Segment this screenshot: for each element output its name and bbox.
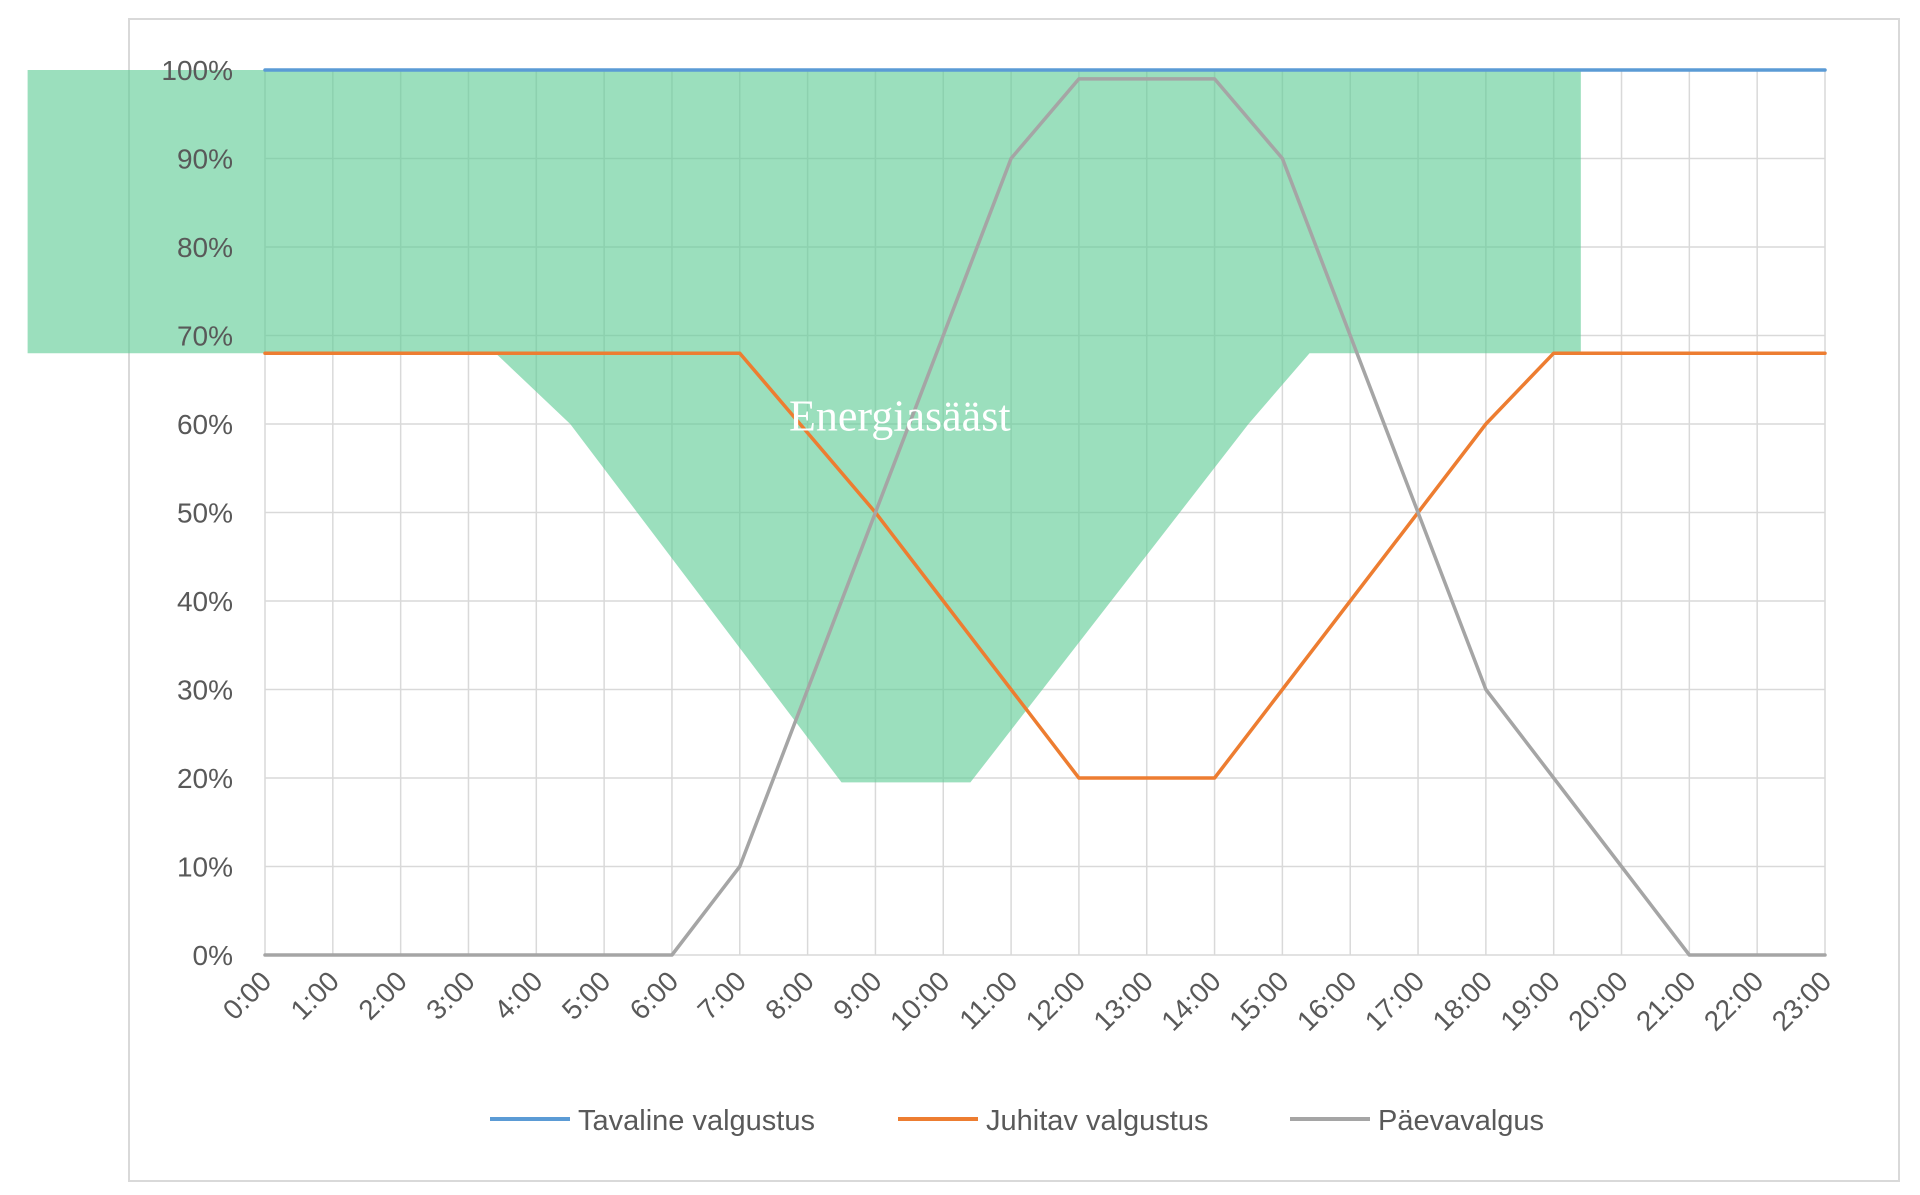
x-tick-label: 4:00 <box>488 965 548 1025</box>
x-tick-label: 2:00 <box>352 965 412 1025</box>
x-tick-label: 13:00 <box>1088 965 1159 1036</box>
y-tick-label: 40% <box>177 586 233 617</box>
x-tick-label: 5:00 <box>556 965 616 1025</box>
y-tick-label: 70% <box>177 321 233 352</box>
x-tick-label: 3:00 <box>420 965 480 1025</box>
x-tick-label: 15:00 <box>1223 965 1294 1036</box>
x-tick-label: 20:00 <box>1562 965 1633 1036</box>
x-tick-label: 8:00 <box>759 965 819 1025</box>
x-tick-label: 6:00 <box>624 965 684 1025</box>
legend-entry-label: Päevavalgus <box>1378 1105 1544 1137</box>
x-tick-label: 14:00 <box>1155 965 1226 1036</box>
x-tick-label: 18:00 <box>1427 965 1498 1036</box>
x-axis-ticks: 0:00 1:00 2:00 3:00 4:00 5:00 6:00 7:00 8:00 9:00… <box>217 965 1837 1036</box>
legend-entry-label: Tavaline valgustus <box>578 1105 815 1137</box>
x-tick-label: 16:00 <box>1291 965 1362 1036</box>
x-tick-label: 9:00 <box>827 965 887 1025</box>
x-tick-label: 19:00 <box>1494 965 1565 1036</box>
y-tick-label: 20% <box>177 763 233 794</box>
x-tick-label: 0:00 <box>217 965 277 1025</box>
y-axis-ticks: 0% 10% 20% 30% 40% 50% 60% 70% 80% 90% 100% <box>161 55 233 971</box>
x-tick-label: 1:00 <box>285 965 345 1025</box>
annotation-text: Energiasääst <box>789 392 1011 441</box>
y-tick-label: 100% <box>161 55 233 86</box>
y-tick-label: 30% <box>177 675 233 706</box>
y-tick-label: 50% <box>177 498 233 529</box>
series-line-päevavalgus <box>263 77 1827 957</box>
y-tick-label: 60% <box>177 409 233 440</box>
y-tick-label: 0% <box>193 940 233 971</box>
series-lines <box>263 68 1827 957</box>
x-tick-label: 23:00 <box>1766 965 1837 1036</box>
y-tick-label: 80% <box>177 232 233 263</box>
x-tick-label: 12:00 <box>1020 965 1091 1036</box>
series-line-juhitav-valgustus <box>263 351 1827 780</box>
x-tick-label: 22:00 <box>1698 965 1769 1036</box>
annotation-layer: Energiasääst <box>789 392 1011 441</box>
x-tick-label: 10:00 <box>884 965 955 1036</box>
x-tick-label: 7:00 <box>692 965 752 1025</box>
y-tick-label: 90% <box>177 144 233 175</box>
legend: Tavaline valgustus Juhitav valgustus Päeva… <box>490 1105 1544 1137</box>
x-tick-label: 21:00 <box>1630 965 1701 1036</box>
x-tick-label: 17:00 <box>1359 965 1430 1036</box>
y-tick-label: 10% <box>177 852 233 883</box>
x-tick-label: 11:00 <box>953 965 1023 1035</box>
legend-entry-label: Juhitav valgustus <box>986 1105 1208 1137</box>
